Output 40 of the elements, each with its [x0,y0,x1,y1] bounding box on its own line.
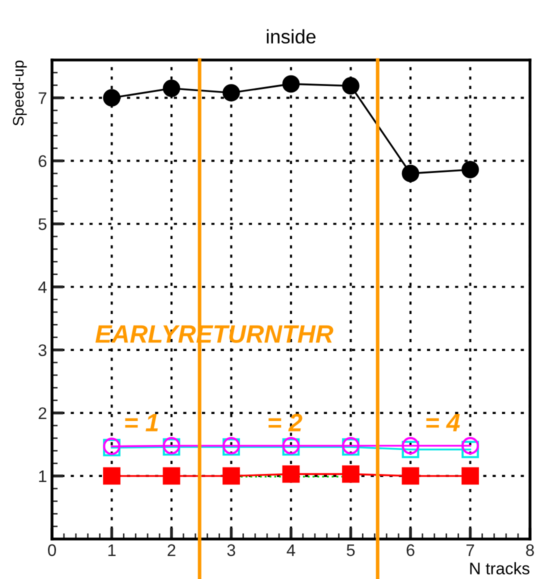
x-tick-label: 3 [227,544,236,556]
y-tick-label: 7 [38,92,46,104]
y-axis-title: Speed-up [12,60,27,126]
point [222,467,240,485]
point [222,84,240,102]
x-tick-label: 5 [346,544,355,556]
point [402,467,420,485]
x-axis-title: N tracks [470,562,530,574]
point [462,467,479,485]
point [462,440,479,458]
point [462,437,479,454]
x-tick-label: 4 [286,544,296,556]
y-tick-label: 1 [39,470,46,482]
point [282,465,300,483]
y-tick-label: 4 [38,281,47,293]
annotation: = 1 [125,414,158,432]
x-tick-label: 1 [108,544,116,556]
y-tick-label: 5 [38,218,46,230]
annotation: = 4 [426,414,460,432]
x-tick-label: 2 [168,544,176,556]
point [162,80,180,98]
point [342,77,360,95]
y-tick-label: 6 [38,155,46,168]
x-tick-label: 8 [526,544,534,556]
point [402,440,420,458]
point [162,467,180,485]
chart-title: inside [266,29,316,44]
x-tick-label: 7 [466,544,474,556]
point [342,465,360,483]
point [103,467,120,485]
annotation: = 2 [268,414,302,432]
point [402,164,420,182]
point [282,75,300,93]
x-tick-label: 6 [406,544,414,556]
point [462,160,479,178]
y-tick-label: 2 [38,407,46,419]
x-tick-label: 0 [48,544,56,556]
point [103,89,120,106]
point [402,437,420,454]
y-tick-label: 3 [38,344,46,356]
